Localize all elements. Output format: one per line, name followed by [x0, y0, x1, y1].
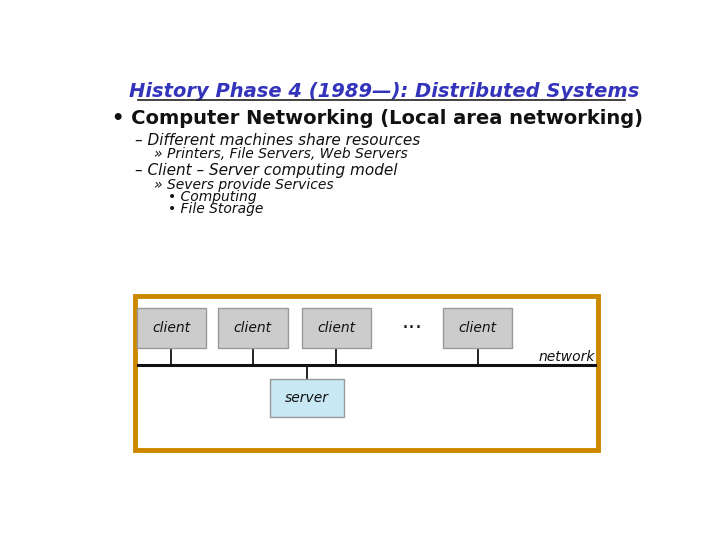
Text: – Client – Server computing model: – Client – Server computing model — [135, 164, 397, 178]
Bar — [302, 308, 372, 348]
Text: server: server — [285, 391, 329, 405]
Text: client: client — [234, 321, 272, 335]
Bar — [137, 308, 206, 348]
Text: » Printers, File Servers, Web Servers: » Printers, File Servers, Web Servers — [153, 147, 408, 161]
Text: client: client — [318, 321, 356, 335]
Bar — [135, 296, 598, 450]
Text: – Different machines share resources: – Different machines share resources — [135, 132, 420, 147]
Text: • Computing: • Computing — [168, 190, 256, 204]
Text: network: network — [539, 349, 595, 363]
Text: client: client — [459, 321, 497, 335]
Text: History Phase 4 (1989—): Distributed Systems: History Phase 4 (1989—): Distributed Sys… — [130, 82, 639, 101]
Bar — [443, 308, 513, 348]
Text: • Computer Networking (Local area networking): • Computer Networking (Local area networ… — [112, 110, 643, 129]
Bar — [270, 379, 344, 417]
Text: client: client — [153, 321, 190, 335]
Text: » Severs provide Services: » Severs provide Services — [153, 178, 333, 192]
Text: ···: ··· — [401, 318, 422, 338]
Bar — [218, 308, 287, 348]
Text: • File Storage: • File Storage — [168, 202, 263, 216]
